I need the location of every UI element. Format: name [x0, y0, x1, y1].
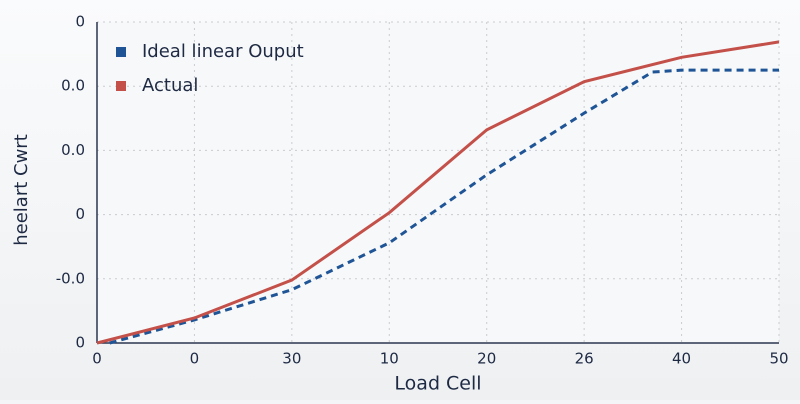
y-tick-label: 0: [75, 205, 85, 223]
y-tick-label: 0: [75, 334, 85, 352]
x-tick-label: 0: [92, 350, 102, 368]
legend-marker: [116, 47, 126, 57]
x-tick-label: 0: [190, 350, 200, 368]
legend-marker: [116, 81, 126, 91]
y-tick-label: -0.0: [56, 269, 85, 287]
legend-label: Actual: [142, 75, 198, 96]
x-tick-label: 40: [672, 350, 691, 368]
x-tick-label: 26: [575, 350, 594, 368]
x-tick-label: 10: [380, 350, 399, 368]
x-tick-label: 20: [477, 350, 496, 368]
x-tick-label: 50: [769, 350, 788, 368]
plot-area: [97, 22, 779, 343]
x-tick-label: 30: [282, 350, 301, 368]
y-axis-label: heelart Cwrt: [11, 134, 32, 246]
y-tick-label: 0: [75, 13, 85, 31]
y-tick-label: 0.0: [61, 141, 85, 159]
series-line: [109, 68, 779, 345]
x-axis-label: Load Cell: [394, 373, 481, 395]
series-line: [96, 40, 780, 345]
y-tick-label: 0.0: [61, 77, 85, 95]
legend-label: Ideal linear Ouput: [142, 41, 304, 62]
